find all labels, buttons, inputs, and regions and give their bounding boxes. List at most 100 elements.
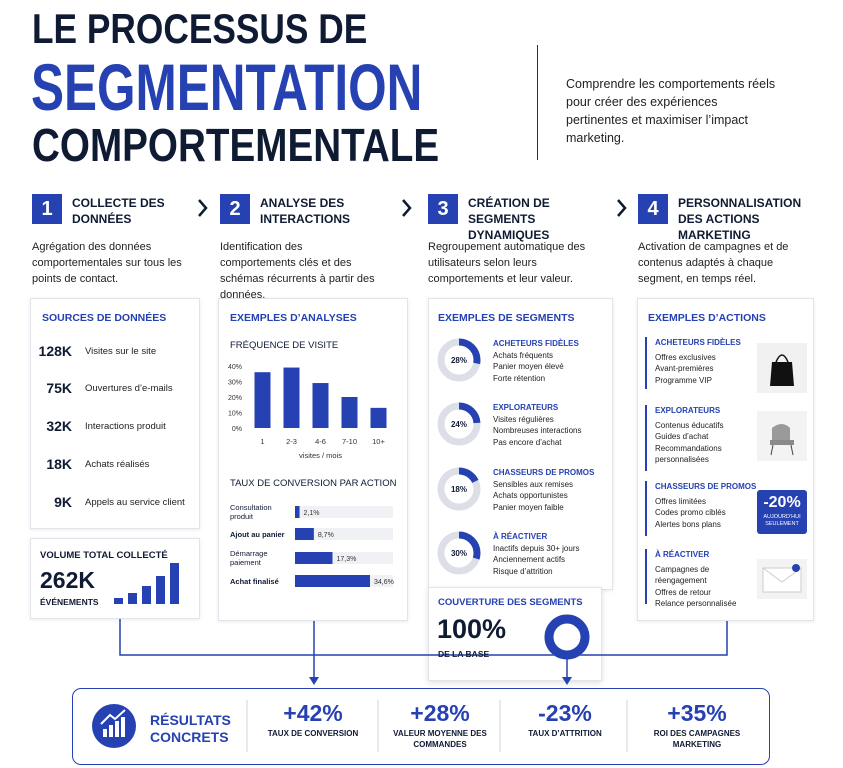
action: ACHETEURS FIDÈLES Offres exclusives Avant-… [655, 337, 753, 386]
badge-value: -20% [763, 494, 801, 511]
product-images [757, 343, 807, 599]
step-number: 4 [638, 194, 668, 224]
action-line: Offres limitées [655, 496, 706, 506]
segment: CHASSEURS DE PROMOS Sensibles aux remises… [493, 467, 608, 513]
card-title: EXEMPLES DE SEGMENTS [438, 312, 575, 324]
action-line: Offres exclusives [655, 352, 716, 362]
step-number: 2 [220, 194, 250, 224]
action-name: À RÉACTIVER [655, 550, 710, 559]
step-title: CRÉATION DE SEGMENTS DYNAMIQUES [468, 196, 550, 242]
action-bar [645, 337, 647, 389]
donut-arc [437, 531, 481, 575]
action-line: Alertes bons plans [655, 519, 721, 529]
donut-arc [544, 614, 590, 660]
donut-label: 18% [451, 485, 467, 494]
action-name: EXPLORATEURS [655, 406, 721, 415]
donut-label: 28% [451, 356, 467, 365]
value-label: 34,6% [374, 579, 394, 586]
action-bar [645, 549, 647, 604]
donut-label: 24% [451, 420, 467, 429]
segment-line: Pas encore d’achat [493, 437, 562, 447]
action-line: Offres de retour [655, 587, 711, 597]
segment-line: Panier moyen élevé [493, 362, 564, 371]
segment-line: Nombreuses interactions [493, 426, 582, 435]
source-label: Ouvertures d’e-mails [85, 383, 173, 394]
result-label: TAUX D’ATTRITION [528, 729, 602, 738]
volume-unit: ÉVÉNEMENTS [40, 597, 99, 607]
title-line: LE PROCESSUS DE [32, 5, 368, 52]
segment-name: À RÉACTIVER [493, 532, 548, 541]
source-label: Visites sur le site [85, 346, 157, 357]
source-value: 18K [46, 456, 72, 472]
step-text: Regroupement automatique des utilisateur… [428, 241, 586, 285]
action-bar [645, 405, 647, 471]
bar-label: Achat finalisé [230, 576, 279, 586]
action-line: Campagnes de réengagement [655, 564, 710, 586]
y-tick-label: 40% [228, 364, 242, 371]
bar [312, 383, 329, 428]
card [30, 298, 200, 529]
result-value: +35% [667, 700, 727, 726]
step-title: COLLECTE DES DONNÉES [72, 196, 165, 226]
segment-line: Sensibles aux remises [493, 479, 574, 489]
source-value: 128K [38, 343, 72, 359]
result-label: ROI DES CAMPAGNES MARKETING [653, 729, 741, 749]
action-line: Contenus éducatifs [655, 420, 724, 430]
step-title: PERSONNALISATION DES ACTIONS MARKETING [678, 196, 802, 242]
bar [341, 397, 358, 428]
action: À RÉACTIVER Campagnes de réengagement Offr… [655, 549, 753, 610]
volume-icon [114, 563, 179, 604]
arrow-heads [309, 677, 572, 685]
result-label: VALEUR MOYENNE DES COMMANDES [393, 729, 487, 749]
results-title: RÉSULTATS CONCRETS [150, 712, 231, 745]
action-name: ACHETEURS FIDÈLES [655, 338, 741, 347]
chart-title: TAUX DE CONVERSION PAR ACTION [230, 478, 397, 489]
segment-line: Anciennement actifs [493, 555, 566, 564]
action-name: CHASSEURS DE PROMOS [655, 482, 757, 491]
donut-arc [437, 402, 481, 446]
step-number: 1 [32, 194, 62, 224]
action-line: Recommandations personnalisées [655, 443, 722, 465]
action-line: Relance personnalisée [655, 599, 737, 608]
results-box [72, 688, 770, 765]
segment-line: Risque d’attrition [493, 566, 553, 576]
bar [295, 528, 314, 540]
bar-label: Ajout au panier [230, 529, 285, 539]
x-tick-label: 1 [260, 437, 264, 446]
donut-label: 30% [451, 549, 467, 558]
chart-title: FRÉQUENCE DE VISITE [230, 340, 339, 351]
x-tick-label: 2-3 [286, 437, 297, 446]
x-tick-label: 7-10 [342, 437, 357, 446]
volume-value: 262K [40, 567, 95, 593]
y-tick-label: 20% [228, 395, 242, 402]
segment-line: Achats fréquents [493, 350, 554, 360]
step-title: ANALYSE DES INTERACTIONS [260, 196, 350, 226]
card-title: COUVERTURE DES SEGMENTS [438, 597, 583, 608]
divider [537, 45, 538, 160]
segment: ACHETEURS FIDÈLES Achats fréquents Panier … [493, 338, 608, 384]
results-icon [92, 704, 136, 748]
action-bar [645, 481, 647, 536]
segment-line: Forte rétention [493, 373, 546, 383]
result-dividers [246, 700, 628, 752]
card-title: SOURCES DE DONNÉES [42, 312, 167, 324]
bar [370, 407, 387, 428]
bar-label: Consultation produit [230, 503, 272, 521]
bar-track [295, 528, 393, 540]
result-value: +42% [283, 700, 343, 726]
card [218, 298, 408, 621]
value-label: 17,3% [337, 556, 357, 563]
tagline: Comprendre les comportements réels pour … [566, 77, 776, 145]
connectors [119, 619, 728, 683]
segment-name: EXPLORATEURS [493, 403, 559, 412]
donut-arc [437, 338, 481, 382]
y-tick-label: 30% [228, 380, 242, 387]
step-text: Identification des comportements clés et… [220, 241, 375, 301]
bar [254, 372, 271, 428]
y-tick-label: 0% [232, 426, 242, 433]
title-line: SEGMENTATION [31, 50, 423, 124]
x-tick-label: 4-6 [315, 437, 326, 446]
bar-label: Démarrage paiement [230, 549, 268, 567]
source-value: 32K [46, 418, 72, 434]
